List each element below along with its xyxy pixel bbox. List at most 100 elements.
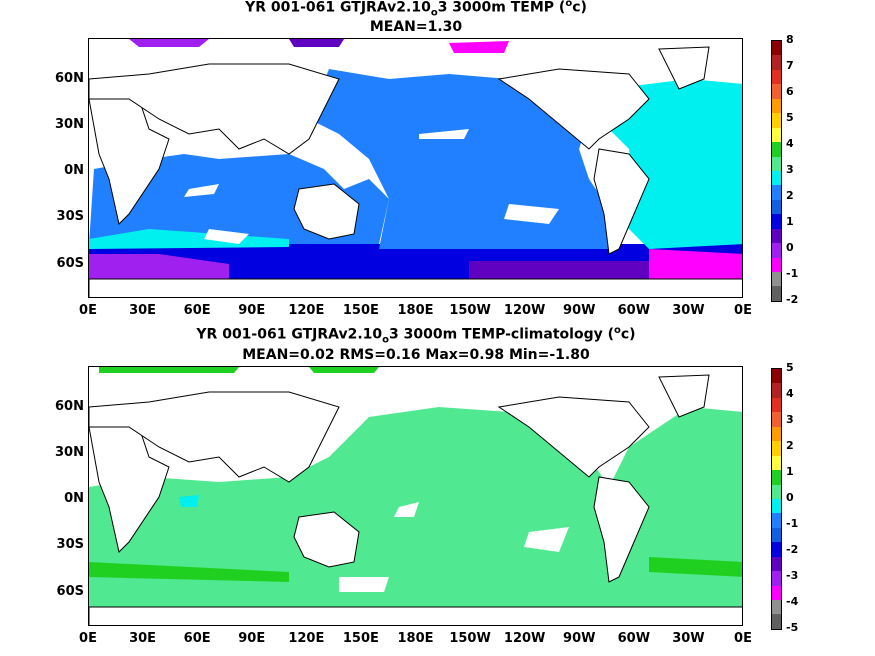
colorbar-swatch [772, 542, 781, 557]
colorbar-tick-label: 7 [786, 59, 794, 72]
southern-magenta [649, 249, 742, 279]
colorbar-swatch [772, 556, 781, 572]
xtick-label: 90E [238, 303, 266, 318]
colorbar-swatch [772, 498, 781, 514]
continent-north-america [497, 396, 650, 478]
panel1-subtitle: MEAN=1.30 [369, 19, 463, 35]
xtick-label: 120W [503, 303, 546, 318]
ytick-label: 30S [56, 209, 84, 224]
colorbar-swatch [772, 571, 781, 586]
colorbar-tick-label: 1 [786, 465, 794, 478]
colorbar-swatch [772, 397, 781, 413]
continent-greenland [658, 46, 710, 90]
colorbar-swatch [772, 272, 781, 287]
xtick-label: 30E [129, 303, 157, 318]
colorbar-swatch [772, 113, 781, 128]
xtick-label: 120E [288, 303, 325, 318]
panel2-subtitle: MEAN=0.02 RMS=0.16 Max=0.98 Min=-1.80 [242, 347, 590, 363]
map-panel-top [88, 38, 743, 298]
colorbar-tick-label: 0 [786, 491, 794, 504]
colorbar-swatch [772, 185, 781, 200]
xtick-label: 30W [672, 631, 705, 646]
xtick-label: 30E [129, 631, 157, 646]
xtick-label: 60W [617, 631, 651, 646]
colorbar-swatch [772, 142, 781, 157]
xtick-label: 150W [449, 303, 491, 318]
xtick-label: 0E [734, 303, 752, 318]
colorbar-tick-label: -1 [786, 267, 799, 280]
ytick-label: 30N [55, 117, 84, 132]
colorbar-tick-label: 2 [786, 189, 794, 202]
colorbar-swatch [772, 156, 781, 171]
ytick-label: 30S [56, 537, 84, 552]
southern-purple [89, 254, 229, 279]
colorbar-swatch [772, 441, 781, 456]
colorbar-tick-label: 3 [786, 163, 794, 176]
panel1-title: YR 001-061 GTJRAv2.10o3 3000m TEMP (oc) [245, 0, 587, 19]
xtick-label: 150E [342, 631, 379, 646]
colorbar-swatch [772, 41, 781, 56]
colorbar-swatch [772, 228, 781, 244]
xtick-label: 90E [238, 631, 266, 646]
colorbar-tick-label: 5 [786, 111, 794, 124]
continent-australia [293, 511, 360, 568]
xtick-label: 150W [449, 631, 491, 646]
colorbar-swatch [772, 426, 781, 442]
colorbar-tick-label: -4 [786, 595, 799, 608]
colorbar-bottom [771, 368, 782, 630]
xtick-label: 180E [397, 303, 434, 318]
colorbar-tick-label: -2 [786, 543, 799, 556]
colorbar-swatch [772, 600, 781, 615]
atlantic-field [609, 79, 742, 249]
colorbar-swatch [772, 286, 781, 301]
ytick-label: 60N [55, 71, 84, 86]
colorbar-swatch [772, 585, 781, 600]
xtick-label: 90W [563, 631, 596, 646]
colorbar-swatch [772, 214, 781, 229]
colorbar-swatch [772, 513, 781, 528]
colorbar-tick-label: 0 [786, 241, 794, 254]
xtick-label: 0E [79, 631, 97, 646]
xtick-label: 180E [397, 631, 434, 646]
continent-antarctica [89, 606, 742, 625]
ytick-label: 30N [55, 445, 84, 460]
arctic-patch-3 [449, 41, 509, 53]
xtick-label: 60E [183, 631, 211, 646]
colorbar-swatch [772, 484, 781, 499]
colorbar-swatch [772, 527, 781, 543]
arctic-patch [129, 39, 209, 47]
colorbar-tick-label: 1 [786, 215, 794, 228]
xtick-label: 30W [672, 303, 705, 318]
continent-eurasia [89, 63, 340, 155]
ytick-label: 0N [64, 491, 84, 506]
colorbar-tick-label: -2 [786, 293, 799, 306]
colorbar-tick-label: -5 [786, 621, 799, 634]
xtick-label: 60W [617, 303, 651, 318]
arctic-green-1 [99, 367, 239, 373]
colorbar-top [771, 40, 782, 302]
colorbar-swatch [772, 170, 781, 186]
colorbar-swatch [772, 55, 781, 70]
colorbar-tick-label: 6 [786, 85, 794, 98]
xtick-label: 120E [288, 631, 325, 646]
colorbar-tick-label: 4 [786, 137, 794, 150]
atlantic-green-band [649, 557, 742, 577]
panel2-title: YR 001-061 GTJRAv2.10o3 3000m TEMP-clima… [196, 325, 636, 346]
colorbar-tick-label: 5 [786, 361, 794, 374]
colorbar-swatch [772, 243, 781, 258]
pacific-field [309, 69, 609, 249]
colorbar-swatch [772, 614, 781, 629]
southern-purple-2 [469, 261, 649, 279]
map-panel-bottom [88, 366, 743, 626]
arctic-green-2 [309, 367, 379, 373]
colorbar-swatch [772, 98, 781, 114]
colorbar-swatch [772, 69, 781, 85]
colorbar-tick-label: -3 [786, 569, 799, 582]
colorbar-tick-label: 4 [786, 387, 794, 400]
southern-green-band [89, 562, 289, 582]
colorbar-tick-label: 8 [786, 33, 794, 46]
colorbar-swatch [772, 470, 781, 485]
xtick-label: 150E [342, 303, 379, 318]
xtick-label: 90W [563, 303, 596, 318]
ytick-label: 60N [55, 399, 84, 414]
